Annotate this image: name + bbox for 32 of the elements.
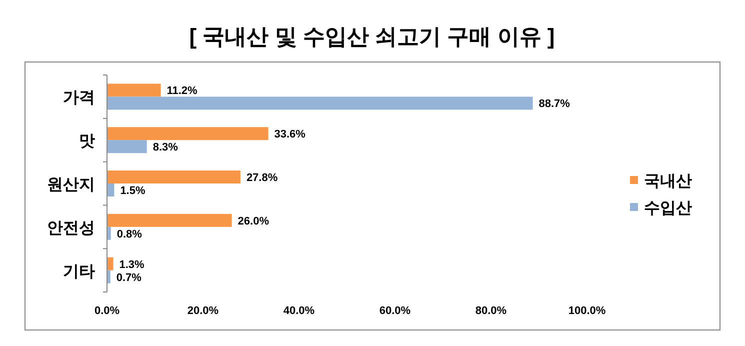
data-label: 1.5% bbox=[120, 185, 146, 197]
bar bbox=[107, 84, 161, 97]
y-tick-label: 맛 bbox=[79, 133, 95, 150]
data-label: 0.8% bbox=[116, 228, 142, 240]
data-label: 11.2% bbox=[166, 85, 198, 98]
chart-title: [ 국내산 및 수입산 쇠고기 구매 이유 ] bbox=[189, 24, 555, 49]
bar bbox=[107, 184, 114, 196]
data-label: 27.8% bbox=[246, 172, 278, 184]
data-label: 26.0% bbox=[238, 215, 270, 228]
data-label: 88.7% bbox=[538, 98, 570, 110]
bar bbox=[107, 170, 240, 184]
x-tick-label: 20.0% bbox=[187, 305, 219, 317]
y-tick-label: 기타 bbox=[63, 263, 95, 280]
x-tick-label: 40.0% bbox=[283, 305, 315, 317]
bar bbox=[107, 226, 111, 240]
bar bbox=[107, 127, 268, 140]
bar bbox=[107, 140, 147, 154]
x-tick-label: 60.0% bbox=[379, 305, 411, 317]
data-label: 1.3% bbox=[119, 258, 145, 271]
data-label: 0.7% bbox=[116, 272, 142, 284]
y-tick-label: 원산지 bbox=[47, 176, 95, 194]
x-tick-label: 80.0% bbox=[475, 305, 507, 317]
x-tick-label: 0.0% bbox=[94, 305, 120, 317]
y-tick-label: 가격 bbox=[63, 90, 95, 107]
bar bbox=[107, 96, 533, 110]
legend-label: 수입산 bbox=[644, 200, 692, 217]
x-tick-label: 100.0% bbox=[568, 305, 606, 317]
y-tick-label: 안전성 bbox=[47, 220, 95, 237]
bar bbox=[107, 214, 232, 227]
legend-label: 국내산 bbox=[644, 173, 692, 190]
data-label: 33.6% bbox=[274, 128, 306, 141]
data-label: 8.3% bbox=[152, 142, 178, 154]
